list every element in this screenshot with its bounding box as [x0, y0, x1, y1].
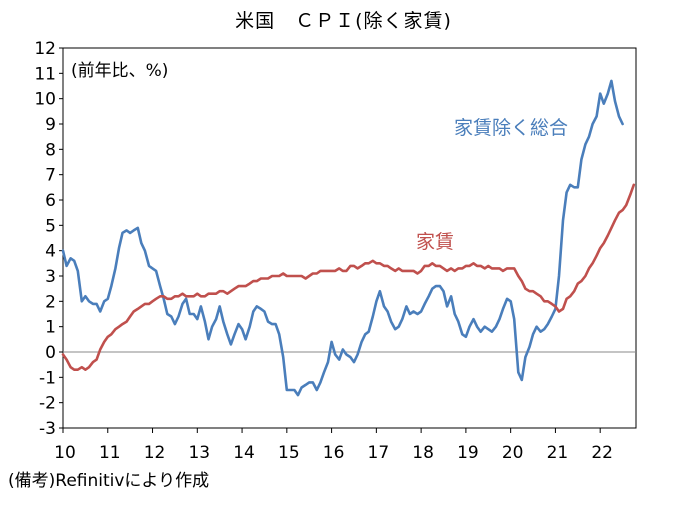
y-tick-label: -1 [39, 368, 56, 388]
y-tick-label: 5 [45, 216, 56, 236]
source-note: (備考)Refinitivにより作成 [8, 471, 210, 491]
x-tick-label: 13 [188, 443, 210, 463]
y-tick-label: -2 [39, 394, 56, 414]
y-tick-label: 12 [34, 39, 56, 59]
x-tick-label: 21 [547, 443, 569, 463]
y-tick-label: 7 [45, 166, 56, 186]
y-tick-label: 6 [45, 191, 56, 211]
series-line-0 [61, 79, 624, 397]
x-tick-label: 17 [368, 443, 390, 463]
x-tick-label: 16 [323, 443, 345, 463]
x-tick-label: 11 [99, 443, 121, 463]
y-tick-label: 3 [45, 267, 56, 287]
y-tick-label: -3 [39, 419, 56, 439]
y-tick-label: 1 [45, 318, 56, 338]
x-tick-label: 12 [144, 443, 166, 463]
y-tick-label: 2 [45, 292, 56, 312]
x-tick-label: 15 [278, 443, 300, 463]
y-tick-label: 10 [34, 90, 56, 110]
x-tick-label: 22 [591, 443, 613, 463]
y-tick-label: 4 [45, 242, 56, 262]
x-tick-label: 20 [502, 443, 524, 463]
x-tick-label: 10 [54, 443, 76, 463]
x-tick-label: 19 [457, 443, 479, 463]
chart-title: 米国 ＣＰＩ(除く家賃) [235, 10, 452, 32]
x-tick-label: 14 [233, 443, 255, 463]
series-label-0: 家賃除く総合 [454, 117, 568, 139]
y-tick-label: 8 [45, 140, 56, 160]
y-tick-label: 11 [34, 64, 56, 84]
plot-frame [62, 47, 637, 429]
series-line-1 [61, 183, 636, 371]
y-tick-label: 0 [45, 343, 56, 363]
y-tick-label: 9 [45, 115, 56, 135]
series-label-1: 家賃 [416, 231, 454, 253]
x-tick-label: 18 [412, 443, 434, 463]
unit-label: (前年比、%) [71, 61, 168, 81]
